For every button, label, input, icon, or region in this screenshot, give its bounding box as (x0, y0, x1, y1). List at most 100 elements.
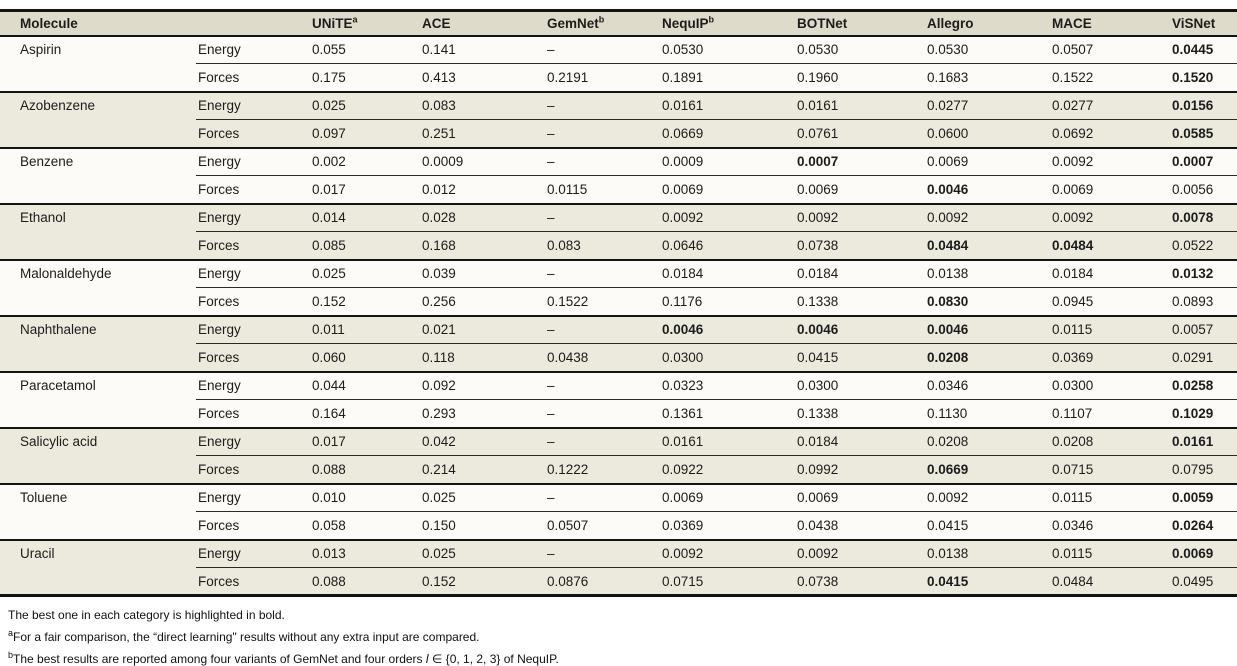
footnote-marker-a: a (352, 14, 358, 25)
cell-value-best: 0.1520 (1170, 63, 1237, 93)
cell-value: 0.0069 (795, 175, 925, 205)
cell-value: 0.0115 (1050, 539, 1170, 568)
cell-value: 0.0184 (660, 259, 795, 288)
cell-value: 0.0115 (1050, 483, 1170, 512)
cell-value-best: 0.0264 (1170, 511, 1237, 541)
cell-value: 0.0161 (795, 91, 925, 120)
cell-value: 0.0092 (925, 203, 1050, 232)
column-header-molecule: Molecule (0, 10, 196, 37)
cell-value: 0.0069 (660, 483, 795, 512)
column-header-botnet: BOTNet (795, 10, 925, 37)
footnote-marker-a: a (8, 628, 14, 638)
cell-value: 0.0161 (660, 427, 795, 456)
cell-value: 0.251 (420, 119, 545, 149)
cell-value-best: 0.0069 (1170, 539, 1237, 568)
cell-value-best: 0.0830 (925, 287, 1050, 317)
cell-value: 0.060 (310, 343, 420, 373)
cell-value: 0.0056 (1170, 175, 1237, 205)
cell-value-best: 0.0161 (1170, 427, 1237, 456)
molecule-name-paracetamol: Paracetamol (0, 371, 196, 429)
cell-value: 0.0530 (660, 35, 795, 64)
cell-value: 0.013 (310, 539, 420, 568)
column-header-label: GemNet (547, 15, 599, 31)
cell-value: 0.0369 (660, 511, 795, 541)
cell-value: 0.150 (420, 511, 545, 541)
cell-value: 0.012 (420, 175, 545, 205)
molecule-name-benzene: Benzene (0, 147, 196, 205)
cell-value: 0.1130 (925, 399, 1050, 429)
cell-value: 0.1338 (795, 287, 925, 317)
table-row: Forces 0.088 0.152 0.0876 0.0715 0.0738 … (0, 567, 1237, 597)
cell-value: 0.0069 (925, 147, 1050, 176)
cell-value: 0.0738 (795, 231, 925, 261)
cell-value-best: 0.0046 (925, 175, 1050, 205)
cell-value: 0.0092 (1050, 203, 1170, 232)
property-label-energy: Energy (196, 371, 310, 400)
cell-value: 0.0795 (1170, 455, 1237, 485)
column-header-nequip: NequIPb (660, 10, 795, 37)
cell-value: 0.0438 (545, 343, 660, 373)
cell-value-best: 0.0258 (1170, 371, 1237, 400)
cell-value: 0.0507 (545, 511, 660, 541)
column-header-allegro: Allegro (925, 10, 1050, 37)
property-label-energy: Energy (196, 259, 310, 288)
cell-value: 0.0761 (795, 119, 925, 149)
cell-value: 0.0208 (925, 427, 1050, 456)
cell-value: 0.0161 (660, 91, 795, 120)
cell-value: 0.175 (310, 63, 420, 93)
cell-value: 0.293 (420, 399, 545, 429)
cell-value: 0.085 (310, 231, 420, 261)
cell-value: 0.088 (310, 567, 420, 597)
cell-value: 0.0277 (925, 91, 1050, 120)
column-header-label: Allegro (927, 15, 974, 31)
cell-value: – (545, 35, 660, 64)
footnote-text: ∈ {0, 1, 2, 3} of NequIP. (428, 652, 559, 666)
cell-value: 0.0208 (1050, 427, 1170, 456)
cell-value: 0.0369 (1050, 343, 1170, 373)
cell-value: 0.0092 (1050, 147, 1170, 176)
cell-value: 0.0069 (795, 483, 925, 512)
cell-value: 0.025 (420, 483, 545, 512)
molecule-name-malonaldehyde: Malonaldehyde (0, 259, 196, 317)
table-row: Naphthalene Energy 0.011 0.021 – 0.0046 … (0, 315, 1237, 373)
property-label-forces: Forces (196, 287, 310, 317)
cell-value-best: 0.0669 (925, 455, 1050, 485)
cell-value: 0.0300 (1050, 371, 1170, 400)
cell-value: – (545, 427, 660, 456)
cell-value: 0.017 (310, 175, 420, 205)
cell-value: 0.1338 (795, 399, 925, 429)
column-header-gemnet: GemNetb (545, 10, 660, 37)
cell-value: 0.141 (420, 35, 545, 64)
property-label-energy: Energy (196, 315, 310, 344)
cell-value: 0.0893 (1170, 287, 1237, 317)
cell-value-best: 0.0132 (1170, 259, 1237, 288)
cell-value: 0.0138 (925, 259, 1050, 288)
cell-value: 0.0300 (795, 371, 925, 400)
cell-value: 0.042 (420, 427, 545, 456)
cell-value: 0.017 (310, 427, 420, 456)
cell-value: 0.256 (420, 287, 545, 317)
cell-value: 0.0057 (1170, 315, 1237, 344)
footnote-text: For a fair comparison, the “direct learn… (13, 630, 480, 644)
cell-value: 0.014 (310, 203, 420, 232)
column-header-label: ViSNet (1172, 15, 1216, 31)
cell-value: 0.025 (310, 259, 420, 288)
property-label-forces: Forces (196, 399, 310, 429)
cell-value: 0.1522 (545, 287, 660, 317)
cell-value: 0.021 (420, 315, 545, 344)
cell-value: 0.083 (545, 231, 660, 261)
cell-value: 0.0009 (660, 147, 795, 176)
cell-value-best: 0.0484 (925, 231, 1050, 261)
table-row: Aspirin Energy 0.055 0.141 – 0.0530 0.05… (0, 35, 1237, 93)
results-table: Molecule UNiTEa ACE GemNetb NequIPb BOTN… (0, 9, 1237, 597)
molecule-name-uracil: Uracil (0, 539, 196, 597)
cell-value: 0.088 (310, 455, 420, 485)
property-label-energy: Energy (196, 427, 310, 456)
cell-value: 0.0092 (660, 203, 795, 232)
molecule-name-azobenzene: Azobenzene (0, 91, 196, 149)
cell-value: 0.055 (310, 35, 420, 64)
cell-value: 0.0291 (1170, 343, 1237, 373)
cell-value: – (545, 119, 660, 149)
table-row: Salicylic acid Energy 0.017 0.042 – 0.01… (0, 427, 1237, 485)
cell-value-best: 0.0445 (1170, 35, 1237, 64)
